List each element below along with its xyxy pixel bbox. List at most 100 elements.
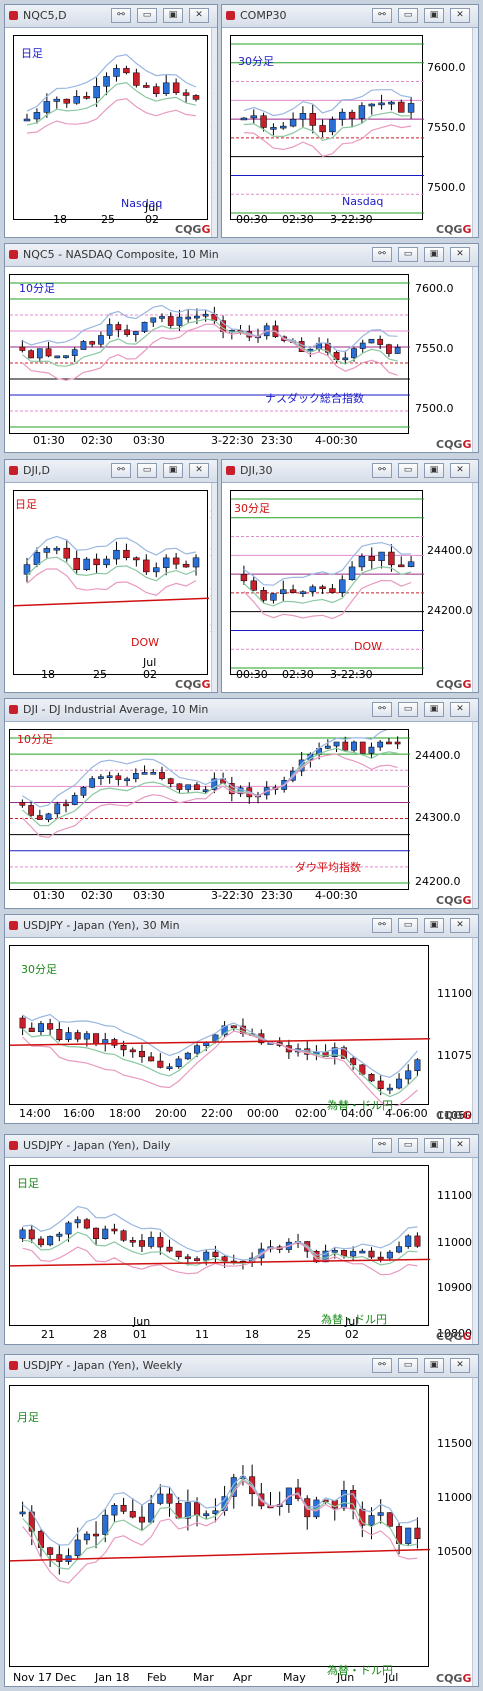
moving-average-slow	[26, 568, 197, 596]
link-button[interactable]: ⚯	[372, 1138, 392, 1153]
maximize-button[interactable]: ▣	[424, 1358, 444, 1373]
link-button[interactable]: ⚯	[372, 702, 392, 717]
candlestick-chart	[10, 1013, 430, 1106]
vertical-scrollbar[interactable]	[472, 483, 478, 692]
cqg-logo-text: CQG	[175, 678, 202, 691]
link-button[interactable]: ⚯	[111, 463, 131, 478]
candle-body	[83, 96, 90, 99]
candle-body	[157, 1237, 164, 1248]
link-button[interactable]: ⚯	[372, 8, 392, 23]
title-bar: USDJPY - Japan (Yen), 30 Min ⚯ ▭ ▣ ✕	[5, 915, 478, 938]
minimize-button[interactable]: ▭	[137, 8, 157, 23]
close-button[interactable]: ✕	[450, 702, 470, 717]
vertical-scrollbar[interactable]	[211, 28, 217, 237]
candle-body	[166, 1066, 173, 1070]
cqg-logo: CQGG	[436, 1330, 471, 1343]
cqg-logo: CQGG	[436, 438, 471, 451]
chart-plot-area	[9, 274, 410, 434]
maximize-button[interactable]: ▣	[163, 463, 183, 478]
candle-body	[33, 112, 41, 120]
vertical-scrollbar[interactable]	[211, 483, 217, 692]
candle-body	[113, 549, 120, 560]
maximize-button[interactable]: ▣	[424, 8, 444, 23]
chart-window-w9: USDJPY - Japan (Yen), Weekly ⚯ ▭ ▣ ✕ 月足 為替・ドル円…	[4, 1354, 479, 1687]
candle-body	[359, 741, 366, 754]
candle-body	[43, 101, 51, 113]
minimize-button[interactable]: ▭	[398, 1358, 418, 1373]
maximize-button[interactable]: ▣	[163, 8, 183, 23]
vertical-scrollbar[interactable]	[472, 722, 478, 908]
link-button[interactable]: ⚯	[372, 463, 392, 478]
link-button[interactable]: ⚯	[111, 8, 131, 23]
minimize-button[interactable]: ▭	[398, 8, 418, 23]
vertical-scrollbar[interactable]	[472, 938, 478, 1123]
candle-body	[329, 119, 336, 133]
candle-body	[339, 111, 346, 120]
minimize-button[interactable]: ▭	[398, 463, 418, 478]
candle-body	[398, 564, 405, 568]
maximize-button[interactable]: ▣	[424, 702, 444, 717]
candle-body	[159, 316, 165, 319]
vertical-scrollbar[interactable]	[472, 1158, 478, 1344]
link-button[interactable]: ⚯	[372, 918, 392, 933]
close-button[interactable]: ✕	[450, 8, 470, 23]
y-axis-tick-label: 7500.0	[427, 181, 466, 194]
candle-body	[63, 98, 70, 104]
chart-plot-area	[9, 1165, 430, 1326]
close-button[interactable]: ✕	[189, 463, 209, 478]
candle-body	[19, 1511, 26, 1515]
candle-body	[172, 82, 180, 94]
candle-body	[230, 1477, 237, 1497]
maximize-button[interactable]: ▣	[424, 247, 444, 262]
candle-body	[115, 775, 122, 780]
candle-body	[74, 1539, 81, 1556]
candle-body	[185, 784, 192, 790]
close-button[interactable]: ✕	[189, 8, 209, 23]
close-button[interactable]: ✕	[450, 463, 470, 478]
maximize-button[interactable]: ▣	[424, 918, 444, 933]
x-axis-tick-label: 4-00:30	[315, 889, 358, 902]
minimize-button[interactable]: ▭	[398, 918, 418, 933]
candle-body	[333, 741, 340, 747]
candle-body	[102, 1228, 109, 1239]
candle-body	[368, 555, 375, 561]
close-button[interactable]: ✕	[450, 247, 470, 262]
vertical-scrollbar[interactable]	[472, 1378, 478, 1686]
close-button[interactable]: ✕	[450, 918, 470, 933]
moving-average-long	[10, 1258, 430, 1267]
x-axis-tick-label: 20:00	[155, 1107, 187, 1120]
candle-body	[93, 558, 100, 566]
moving-average-slow	[26, 97, 197, 134]
vertical-scrollbar[interactable]	[472, 267, 478, 452]
title-bar: NQC5 - NASDAQ Composite, 10 Min ⚯ ▭ ▣ ✕	[5, 244, 478, 267]
candle-body	[182, 92, 190, 96]
minimize-button[interactable]: ▭	[398, 1138, 418, 1153]
chart-window-w5: DJI,30 ⚯ ▭ ▣ ✕ 30分足 DOW 24400.0 24200.0 00:30 02:3…	[221, 459, 479, 693]
maximize-button[interactable]: ▣	[424, 1138, 444, 1153]
x-axis-tick-label: Jun	[337, 1671, 355, 1684]
vertical-scrollbar[interactable]	[472, 28, 478, 237]
candle-body	[331, 1047, 338, 1057]
candle-body	[342, 357, 349, 361]
minimize-button[interactable]: ▭	[398, 702, 418, 717]
close-button[interactable]: ✕	[450, 1358, 470, 1373]
link-button[interactable]: ⚯	[372, 247, 392, 262]
candle-body	[396, 1078, 403, 1089]
candle-body	[386, 1512, 393, 1527]
cqg-app-icon	[9, 921, 18, 930]
candle-body	[45, 813, 52, 820]
candle-body	[115, 324, 122, 331]
moving-average-slow	[22, 1479, 418, 1584]
y-axis-tick-label: 7550.0	[427, 121, 466, 134]
link-button[interactable]: ⚯	[372, 1358, 392, 1373]
cqg-logo: CQGG	[436, 223, 471, 236]
x-axis-tick-label: 03:30	[133, 889, 165, 902]
candle-body	[153, 567, 160, 573]
chart-window-w4: DJI,D⚯▭▣✕日足DOW25500.025000.024500.024000…	[4, 459, 218, 693]
close-button[interactable]: ✕	[450, 1138, 470, 1153]
cqg-logo-text: CQG	[436, 1109, 463, 1122]
minimize-button[interactable]: ▭	[137, 463, 157, 478]
minimize-button[interactable]: ▭	[398, 247, 418, 262]
maximize-button[interactable]: ▣	[424, 463, 444, 478]
x-axis-tick-label: 00:30	[236, 668, 268, 681]
